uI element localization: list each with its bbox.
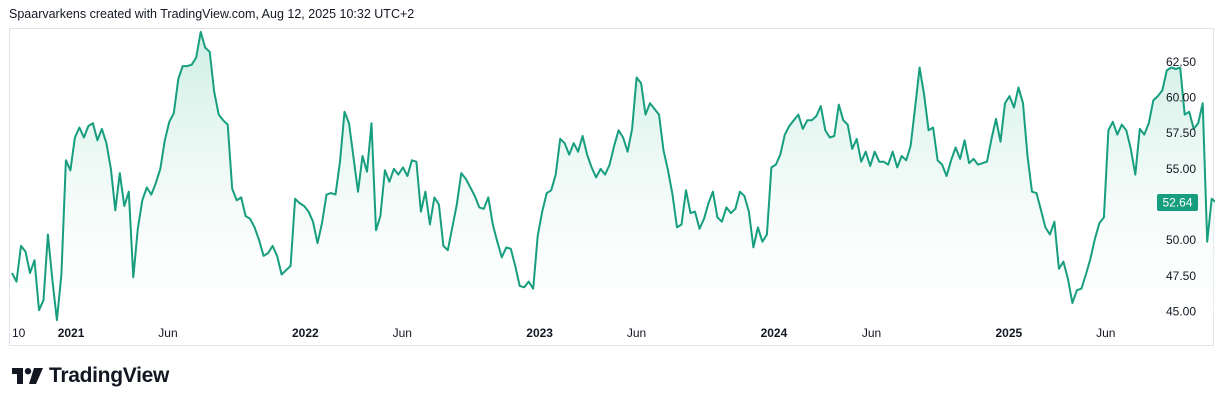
x-tick-label: Jun xyxy=(393,326,412,340)
x-tick-label: 2022 xyxy=(292,326,319,340)
tradingview-brand-text: TradingView xyxy=(49,364,170,387)
y-tick-label: 45.00 xyxy=(1166,305,1196,319)
last-value-badge: 52.64 xyxy=(1157,194,1198,212)
y-tick-label: 47.50 xyxy=(1166,269,1196,283)
x-tick-label: Jun xyxy=(862,326,881,340)
y-tick-label: 55.00 xyxy=(1166,162,1196,176)
footer-branding: TradingView xyxy=(12,364,169,388)
last-value-badge-bg xyxy=(1157,194,1198,212)
y-tick-label: 50.00 xyxy=(1166,233,1196,247)
chart-header-attribution: Spaarvarkens created with TradingView.co… xyxy=(9,7,415,21)
x-tick-label: 2024 xyxy=(761,326,788,340)
x-tick-label: 2023 xyxy=(526,326,553,340)
y-tick-label: 57.50 xyxy=(1166,126,1196,140)
x-tick-label: Jun xyxy=(1096,326,1115,340)
x-axis-tick-labels: 10 2021 Jun 2022 Jun 2023 Jun 2024 Jun 2025 Jun xyxy=(12,326,1115,340)
x-tick-label: Jun xyxy=(627,326,646,340)
x-tick-label: Jun xyxy=(158,326,177,340)
x-tick-label: 2021 xyxy=(58,326,85,340)
x-tick-label: 2025 xyxy=(996,326,1023,340)
tradingview-logo-icon xyxy=(12,368,43,384)
x-tick-label: 10 xyxy=(12,326,26,340)
chart-frame: 10 2021 Jun 2022 Jun 2023 Jun 2024 Jun 2025 Jun 45… xyxy=(9,28,1215,347)
price-area-chart[interactable]: 10 2021 Jun 2022 Jun 2023 Jun 2024 Jun 2025 Jun 45… xyxy=(10,29,1215,347)
series-area-fill xyxy=(12,31,1215,323)
y-tick-label: 62.50 xyxy=(1166,55,1196,69)
series-line xyxy=(11,30,1215,322)
last-value-badge-label: 52.64 xyxy=(1162,196,1192,210)
y-tick-label: 60.00 xyxy=(1166,91,1196,105)
